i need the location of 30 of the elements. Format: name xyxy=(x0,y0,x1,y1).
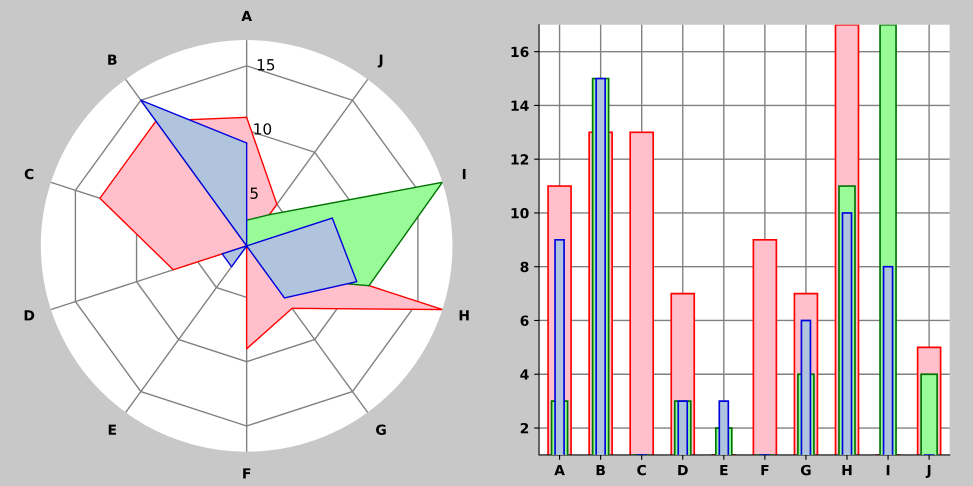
y-tick-label: 14 xyxy=(512,100,529,111)
x-tick-label: E xyxy=(720,465,728,476)
spoke-label: G xyxy=(376,424,386,435)
x-tick-label: B xyxy=(596,465,605,476)
y-tick-label: 4 xyxy=(520,369,529,380)
y-tick-label: 10 xyxy=(254,123,272,135)
x-tick-label: G xyxy=(800,464,811,476)
y-tick-label: 12 xyxy=(512,154,528,164)
spoke-label: I xyxy=(462,168,466,180)
spoke-label: D xyxy=(24,310,34,320)
y-tick-label: 5 xyxy=(250,188,258,199)
x-tick-label: H xyxy=(842,465,852,476)
x-tick-label: C xyxy=(637,464,646,476)
spoke-label: H xyxy=(460,310,469,320)
spoke-label: A xyxy=(241,10,252,22)
x-tick-label: A xyxy=(554,465,565,476)
x-tick-label: D xyxy=(678,465,688,476)
x-tick-label: I xyxy=(886,465,890,476)
x-tick-label: J xyxy=(926,465,930,478)
x-tick-label: F xyxy=(761,465,768,476)
y-tick-label: 2 xyxy=(520,422,528,434)
y-tick-label: 6 xyxy=(520,315,529,326)
spoke-label: E xyxy=(108,424,116,435)
y-tick-label: 16 xyxy=(512,46,529,58)
y-tick-label: 8 xyxy=(520,262,528,272)
spoke-label: C xyxy=(24,168,34,180)
spoke-label: J xyxy=(378,54,382,68)
y-tick-label: 15 xyxy=(258,59,274,71)
y-tick-label: 10 xyxy=(512,208,529,218)
spoke-label: B xyxy=(108,54,117,65)
